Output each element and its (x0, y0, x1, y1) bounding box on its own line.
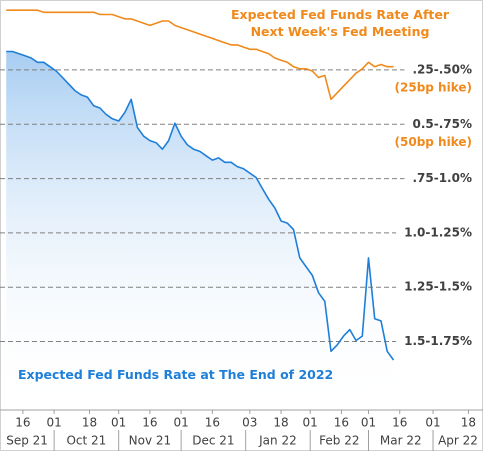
x-tick-label: 01 (303, 416, 318, 430)
x-tick-label: 01 (361, 416, 376, 430)
y-tick-label: 1.0-1.25% (404, 225, 472, 239)
line-series (6, 50, 395, 361)
x-month-label: Mar 22 (380, 434, 422, 448)
x-tick-label: 16 (142, 416, 157, 430)
x-tick-label: 03 (242, 416, 257, 430)
annotation: (50bp hike) (395, 135, 472, 149)
x-tick-label: 01 (46, 416, 61, 430)
y-tick-label: .25-.50% (412, 62, 472, 76)
x-month-label: Jan 22 (258, 434, 297, 448)
x-tick-label: 01 (425, 416, 440, 430)
x-month-label: Feb 22 (319, 434, 359, 448)
x-tick-label: 18 (82, 416, 97, 430)
line-series (6, 9, 394, 101)
area-shade (6, 51, 394, 410)
x-month-label: Sep 21 (6, 434, 48, 448)
x-month-label: Nov 21 (129, 434, 172, 448)
x-tick-label: 01 (173, 416, 188, 430)
y-tick-label: .75-1.0% (412, 171, 472, 185)
x-tick-label: 16 (15, 416, 30, 430)
y-tick-label: 0.5-.75% (412, 117, 472, 131)
x-month-label: Oct 21 (66, 434, 106, 448)
series-label: Expected Fed Funds Rate at The End of 20… (18, 367, 334, 382)
x-tick-label: 16 (334, 416, 349, 430)
x-tick-label: 16 (392, 416, 407, 430)
x-tick-label: 16 (205, 416, 220, 430)
x-tick-label: 18 (273, 416, 288, 430)
x-tick-label: 18 (461, 416, 476, 430)
y-tick-label: 1.25-1.5% (404, 280, 472, 294)
x-month-label: Apr 22 (438, 434, 478, 448)
x-tick-label: 01 (111, 416, 126, 430)
x-month-label: Dec 21 (192, 434, 234, 448)
annotation: (25bp hike) (395, 80, 472, 94)
series-label: Expected Fed Funds Rate After Next Week'… (230, 7, 450, 39)
y-tick-label: 1.5-1.75% (404, 334, 472, 348)
